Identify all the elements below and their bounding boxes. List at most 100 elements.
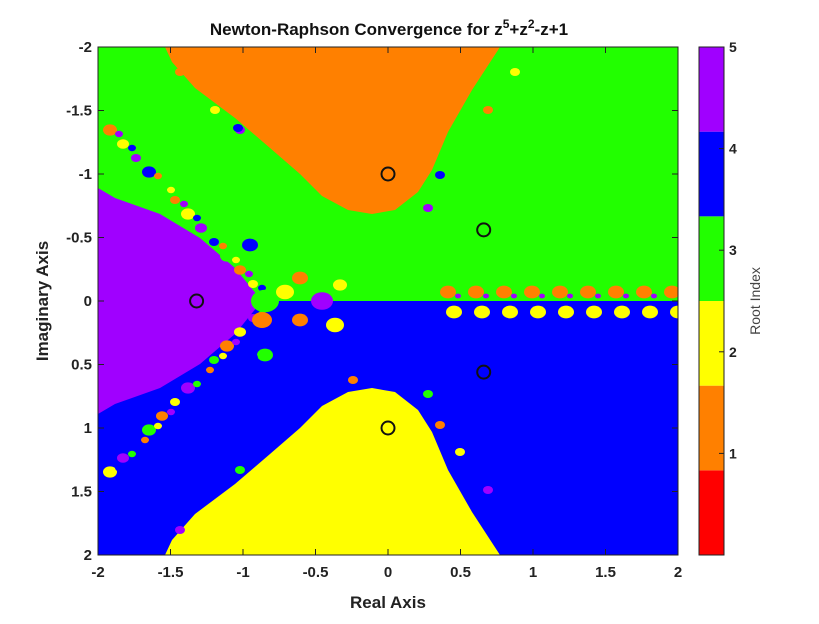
fractal-blob (455, 448, 465, 456)
y-tick-label: -0.5 (66, 230, 92, 247)
fractal-blob (209, 238, 219, 246)
fractal-blob (142, 166, 156, 178)
fractal-blob (558, 305, 574, 319)
y-tick-label: -1 (79, 166, 92, 183)
fractal-blob (210, 106, 220, 114)
x-tick-label: -1.5 (158, 564, 184, 581)
fractal-blob (115, 464, 123, 472)
fractal-blob (623, 293, 629, 299)
fractal-blob (181, 208, 195, 220)
colorbar-segment (699, 385, 724, 471)
fractal-blob (664, 285, 678, 299)
fractal-blob (206, 366, 214, 374)
y-tick-label: 2 (84, 547, 92, 564)
fractal-blob (245, 324, 253, 332)
colorbar-tick-label: 1 (729, 445, 737, 461)
fractal-blob (326, 317, 344, 333)
fractal-blob (435, 171, 445, 179)
fractal-blob (235, 466, 245, 474)
colorbar-frame (698, 46, 725, 556)
x-axis-ticks: -2 -1.5 -1 -0.5 0 0.5 1 1.5 2 (91, 47, 682, 581)
fractal-blob (257, 348, 273, 362)
y-tick-label: 0 (84, 293, 92, 310)
fractal-blobs (103, 68, 678, 534)
fractal-blob (483, 106, 493, 114)
colorbar-tick-label: 4 (729, 141, 737, 157)
fractal-blob (276, 284, 294, 300)
fractal-blob (117, 453, 129, 463)
y-tick-label: 1 (84, 420, 92, 437)
fractal-blob (440, 285, 456, 299)
fractal-blob (586, 305, 602, 319)
fractal-blob (539, 293, 545, 299)
title-mid: +z (509, 20, 527, 39)
fractal-blob (220, 250, 234, 262)
colorbar-segment (699, 216, 724, 301)
fractal-blob (580, 285, 596, 299)
fractal-blob (670, 305, 678, 319)
y-axis-ticks: -2 -1.5 -1 -0.5 0 0.5 1 1.5 2 (66, 39, 678, 564)
fractal-blob (167, 186, 175, 194)
fractal-blob (333, 279, 347, 291)
fractal-blob (128, 450, 136, 458)
fractal-blob (483, 293, 489, 299)
colorbar-label: Root Index (747, 267, 763, 335)
fractal-blob (131, 440, 141, 448)
fractal-blob (180, 394, 188, 402)
fractal-blob (608, 285, 624, 299)
fractal-blob (154, 172, 162, 180)
fractal-blob (511, 293, 517, 299)
fractal-blob (483, 486, 493, 494)
fractal-blob (115, 130, 123, 138)
fractal-blob (614, 305, 630, 319)
fractal-blob (219, 242, 227, 250)
root-markers (189, 166, 492, 436)
fractal-blob (642, 305, 658, 319)
fractal-blob (595, 293, 601, 299)
x-axis-label: Real Axis (350, 593, 426, 612)
fractal-blob (170, 398, 180, 406)
fractal-blob (232, 256, 240, 264)
fractal-blob (193, 380, 201, 388)
fractal-blob (117, 139, 129, 149)
fractal-blob (181, 382, 195, 394)
colorbar-segment (699, 470, 724, 555)
fractal-blob (530, 305, 546, 319)
x-tick-label: 1.5 (595, 564, 616, 581)
fractal-blob (206, 228, 214, 236)
colorbar-segment (699, 47, 724, 132)
root-marker (476, 364, 492, 380)
fractal-blob (455, 293, 461, 299)
fractal-blob (446, 305, 462, 319)
x-tick-label: -1 (236, 564, 249, 581)
fractal-blob (141, 436, 149, 444)
x-tick-label: -2 (91, 564, 104, 581)
x-tick-label: 0 (384, 564, 392, 581)
colorbar-segment (699, 131, 724, 217)
fractal-blob (141, 158, 149, 166)
fractal-blob (175, 526, 185, 534)
y-tick-label: 1.5 (71, 484, 92, 501)
fractal-blob (292, 271, 308, 285)
fractal-blob (242, 238, 258, 252)
fractal-blob (154, 422, 162, 430)
fractal-blob (242, 351, 258, 365)
fractal-blob (103, 466, 117, 478)
fractal-regions (98, 47, 678, 555)
fractal-blob (156, 411, 168, 421)
fractal-blob (233, 124, 243, 132)
fractal-blob (468, 285, 484, 299)
fractal-blob (195, 369, 207, 379)
fractal-blob (128, 144, 136, 152)
x-tick-label: -0.5 (303, 564, 329, 581)
y-tick-label: -2 (79, 39, 92, 56)
colorbar-ticks: 1 2 3 4 5 (719, 39, 737, 461)
root-marker (380, 420, 396, 436)
fractal-blob (245, 270, 253, 278)
fractal-blob (219, 352, 227, 360)
title-main: Newton-Raphson Convergence for z (210, 20, 503, 39)
fractal-blob (423, 204, 433, 212)
chart-title: Newton-Raphson Convergence for z5+z2-z+1 (210, 17, 568, 39)
fractal-blob (167, 408, 175, 416)
